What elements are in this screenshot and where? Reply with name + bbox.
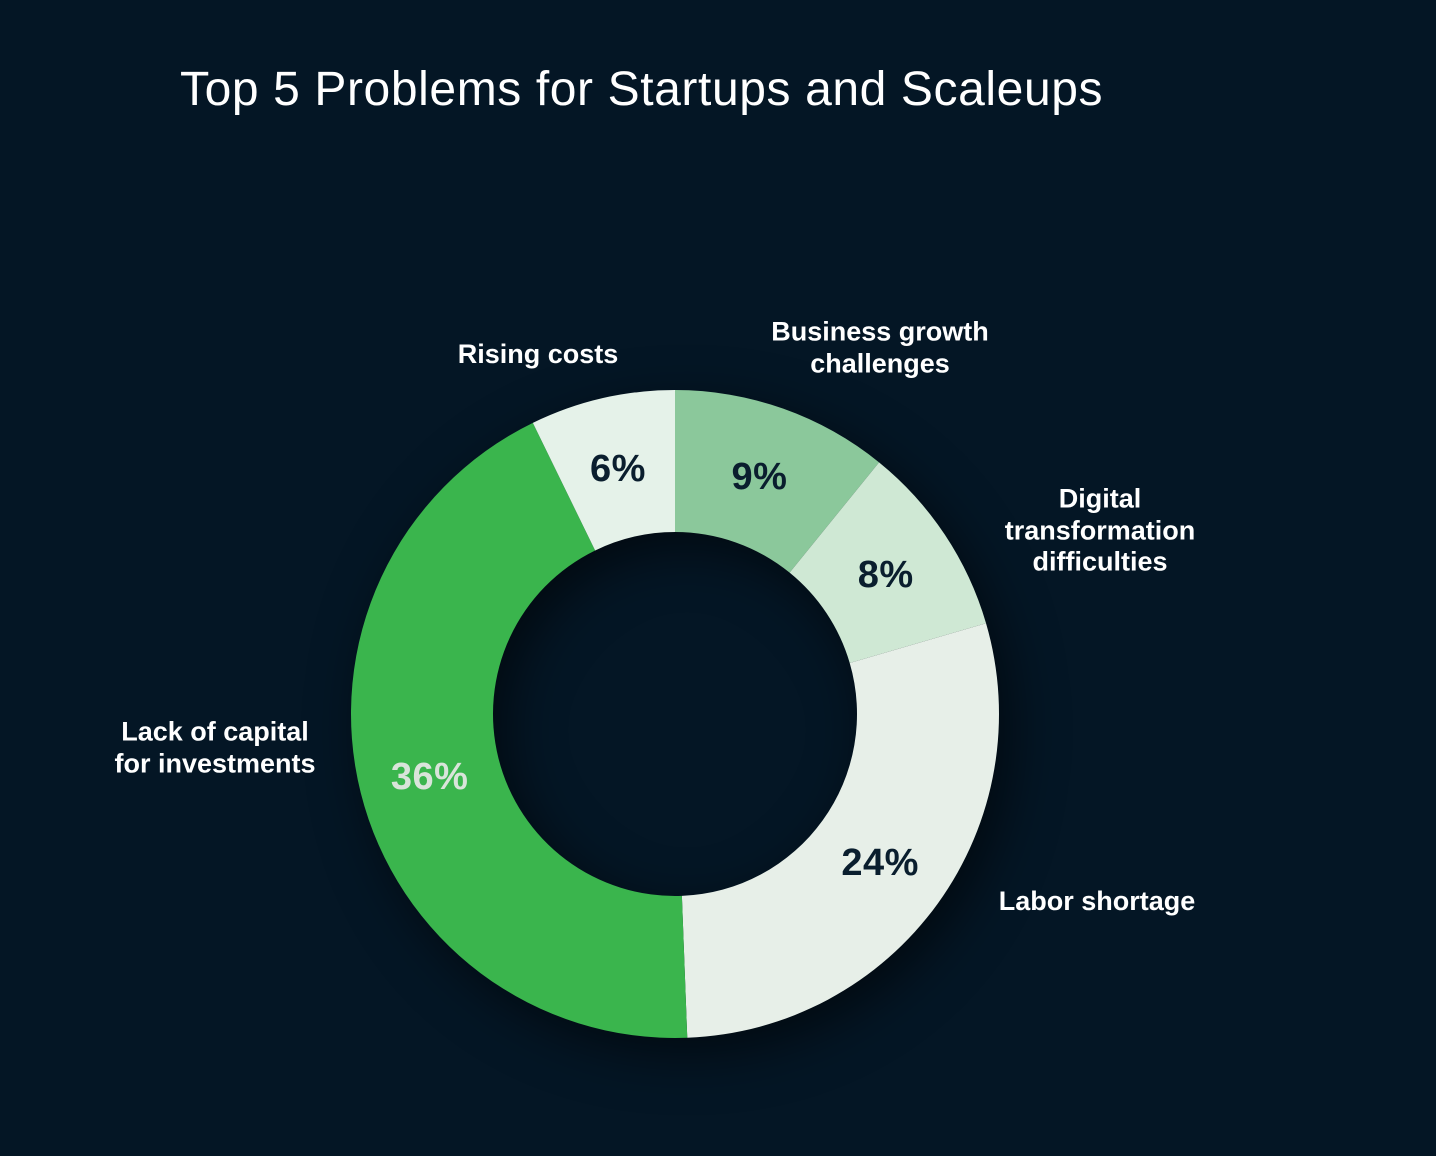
- slice-label-business-growth-challenges: Business growth challenges: [771, 316, 989, 378]
- slice-business-growth-challenges: [675, 390, 880, 573]
- slice-value-lack-of-capital-for-investments: 36%: [391, 756, 469, 798]
- slice-digital-transformation-difficulties: [789, 462, 987, 664]
- slice-value-rising-costs: 6%: [590, 448, 646, 490]
- slice-value-digital-transformation-difficulties: 8%: [858, 554, 914, 596]
- slice-label-rising-costs: Rising costs: [457, 339, 619, 370]
- slice-value-business-growth-challenges: 9%: [732, 456, 788, 498]
- slice-label-lack-of-capital-for-investments: Lack of capital for investments: [114, 716, 316, 778]
- slice-label-digital-transformation-difficulties: Digital transformation difficulties: [1004, 483, 1196, 577]
- chart-title: Top 5 Problems for Startups and Scaleups: [180, 63, 1104, 116]
- slice-label-labor-shortage: Labor shortage: [998, 886, 1196, 917]
- slice-value-labor-shortage: 24%: [841, 842, 919, 884]
- slice-lack-of-capital-for-investments: [350, 422, 688, 1039]
- slice-rising-costs: [532, 390, 675, 551]
- slice-labor-shortage: [681, 623, 999, 1038]
